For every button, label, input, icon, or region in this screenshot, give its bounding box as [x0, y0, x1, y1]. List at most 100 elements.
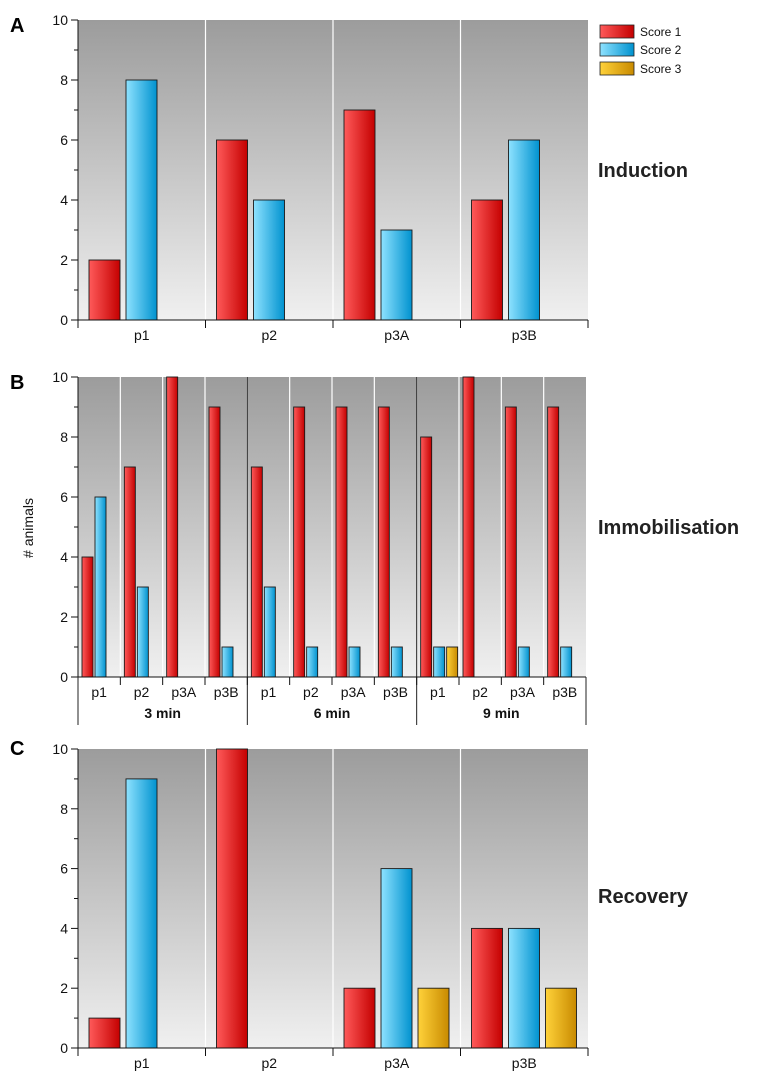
panel-a-bar-score-2-p3a: [380, 229, 413, 321]
legend-swatch-score-1: [599, 24, 635, 39]
panel-b-bar-score-2-p1: [263, 586, 276, 678]
panel-a-bar-score-2-p1: [125, 79, 158, 321]
panel-b-y-tick-label: 4: [60, 549, 68, 565]
panel-b-bar-score-1-p2: [293, 406, 306, 678]
legend-label-score-2: Score 2: [640, 43, 682, 57]
panel-c: C 0 2 4 6 8 10 p1 p2 p3A p3B Recovery: [10, 738, 689, 1071]
panel-b-bar-score-1-p2: [123, 466, 136, 678]
panel-b-bar-score-2-p1: [94, 496, 107, 678]
panel-c-bar-score-2-p3a: [380, 868, 413, 1049]
panel-b-y-tick-label: 8: [60, 429, 68, 445]
panel-c-y-tick-label: 2: [60, 980, 68, 996]
panel-b-x-tick-label-p3b: p3B: [552, 684, 577, 700]
panel-c-bar-score-2-p1: [125, 778, 158, 1049]
panel-b-bar-score-1-p3a: [504, 406, 517, 678]
panel-b-bar-score-2-p3b: [221, 646, 234, 678]
panel-a-bar-score-1-p2: [216, 139, 248, 321]
panel-a-y-tick-label: 8: [60, 72, 68, 88]
panel-b-bar-score-1-p3a: [166, 376, 179, 678]
panel-b-x-tick-label-p3a: p3A: [341, 684, 367, 700]
panel-b-bar-score-2-p1: [433, 646, 446, 678]
panel-b-bar-score-1-p3b: [547, 406, 560, 678]
panel-b-plot: 0 2 4 6 8 10 p1 p2 p3A p3B p1 p2 p3A p3B p1 p2 p3A p3B 3 m…: [52, 369, 587, 725]
legend-swatch-score-3: [599, 61, 635, 76]
panel-b-y-axis-label: # animals: [20, 498, 36, 558]
panel-b-x-tick-label-p2: p2: [472, 684, 488, 700]
panel-a-y-tick-label: 10: [52, 12, 68, 28]
panel-b-bar-score-1-p3b: [377, 406, 390, 678]
panel-b-bar-score-2-p3b: [390, 646, 403, 678]
panel-b-y-tick-label: 6: [60, 489, 68, 505]
panel-b-bar-score-2-p3b: [560, 646, 573, 678]
panel-b-x-tick-label-p1: p1: [261, 684, 277, 700]
panel-b-bar-score-1-p3b: [208, 406, 221, 678]
panel-c-x-tick-label-p1: p1: [134, 1055, 150, 1071]
panel-b-bar-score-2-p2: [306, 646, 319, 678]
panel-a-bar-score-2-p2: [253, 199, 285, 321]
panel-b-group-label: 9 min: [483, 705, 520, 721]
panel-c-y-tick-label: 10: [52, 741, 68, 757]
panel-b-bar-score-3-p1: [446, 646, 459, 678]
panel-c-side-label: Recovery: [598, 886, 689, 908]
panel-c-bar-score-2-p3b: [508, 927, 540, 1049]
panel-a-y-tick-label: 4: [60, 192, 68, 208]
panel-b-bar-score-1-p2: [462, 376, 475, 678]
panel-a: A 0 2 4 6 8 10 p1 p2 p3A p3B Induction: [10, 12, 688, 343]
panel-c-bar-score-1-p2: [216, 748, 248, 1049]
panel-a-bar-score-1-p3a: [343, 109, 376, 321]
panel-a-y-tick-label: 2: [60, 252, 68, 268]
panel-b-x-tick-label-p2: p2: [303, 684, 319, 700]
panel-b-x-tick-label-p3b: p3B: [214, 684, 239, 700]
panel-a-bar-score-1-p1: [88, 259, 121, 321]
panel-a-x-tick-label-p3b: p3B: [512, 327, 537, 343]
panel-c-bar-score-1-p1: [88, 1017, 121, 1049]
panel-a-x-tick-label-p2: p2: [261, 327, 277, 343]
panel-b-x-tick-label-p3a: p3A: [171, 684, 197, 700]
legend: Score 1 Score 2 Score 3: [599, 24, 682, 76]
panel-c-bar-score-1-p3a: [343, 987, 376, 1049]
panel-a-bar-score-1-p3b: [471, 199, 503, 321]
panel-c-bar-score-3-p3a: [417, 987, 450, 1049]
panel-c-letter: C: [10, 738, 24, 760]
panel-b-bar-score-1-p1: [81, 556, 94, 678]
panel-c-bar-score-3-p3b: [545, 987, 577, 1049]
legend-label-score-3: Score 3: [640, 62, 682, 76]
panel-b-group-label: 3 min: [144, 705, 181, 721]
panel-b-bar-score-2-p3a: [517, 646, 530, 678]
panel-a-bar-score-2-p3b: [508, 139, 540, 321]
panel-a-y-tick-label: 6: [60, 132, 68, 148]
panel-a-y-tick-label: 0: [60, 312, 68, 328]
panel-b: B 0 2 4 6 8 10 p1 p2 p3A p3B p1 p2 p3A p3B p1 p2 p3A p3B 3…: [10, 369, 739, 725]
panel-b-x-tick-label-p3a: p3A: [510, 684, 536, 700]
panel-c-x-tick-label-p3b: p3B: [512, 1055, 537, 1071]
legend-swatch-score-2: [599, 42, 635, 57]
panel-b-x-tick-label-p2: p2: [134, 684, 150, 700]
panel-b-bar-score-1-p1: [420, 436, 433, 678]
panel-a-plot: 0 2 4 6 8 10 p1 p2 p3A p3B: [52, 12, 589, 343]
panel-a-side-label: Induction: [598, 160, 688, 182]
panel-c-y-tick-label: 0: [60, 1040, 68, 1056]
panel-c-x-tick-label-p2: p2: [261, 1055, 277, 1071]
panel-c-plot: 0 2 4 6 8 10 p1 p2 p3A p3B: [52, 741, 589, 1071]
panel-b-x-tick-label-p1: p1: [430, 684, 446, 700]
legend-label-score-1: Score 1: [640, 25, 682, 39]
panel-b-bar-score-1-p1: [250, 466, 263, 678]
panel-c-bar-score-1-p3b: [471, 927, 503, 1049]
panel-b-side-label: Immobilisation: [598, 517, 739, 539]
panel-a-letter: A: [10, 15, 24, 37]
panel-c-y-tick-label: 6: [60, 861, 68, 877]
panel-b-group-label: 6 min: [314, 705, 351, 721]
panel-c-y-tick-label: 8: [60, 801, 68, 817]
panel-b-letter: B: [10, 372, 24, 394]
panel-b-x-tick-label-p3b: p3B: [383, 684, 408, 700]
panel-b-bar-score-2-p2: [136, 586, 149, 678]
panel-c-x-tick-label-p3a: p3A: [384, 1055, 410, 1071]
panel-b-bar-score-2-p3a: [348, 646, 361, 678]
panel-a-x-tick-label-p1: p1: [134, 327, 150, 343]
panel-b-y-tick-label: 10: [52, 369, 68, 385]
panel-b-x-tick-label-p1: p1: [91, 684, 107, 700]
panel-a-x-tick-label-p3a: p3A: [384, 327, 410, 343]
panel-b-y-tick-label: 2: [60, 609, 68, 625]
panel-b-bar-score-1-p3a: [335, 406, 348, 678]
